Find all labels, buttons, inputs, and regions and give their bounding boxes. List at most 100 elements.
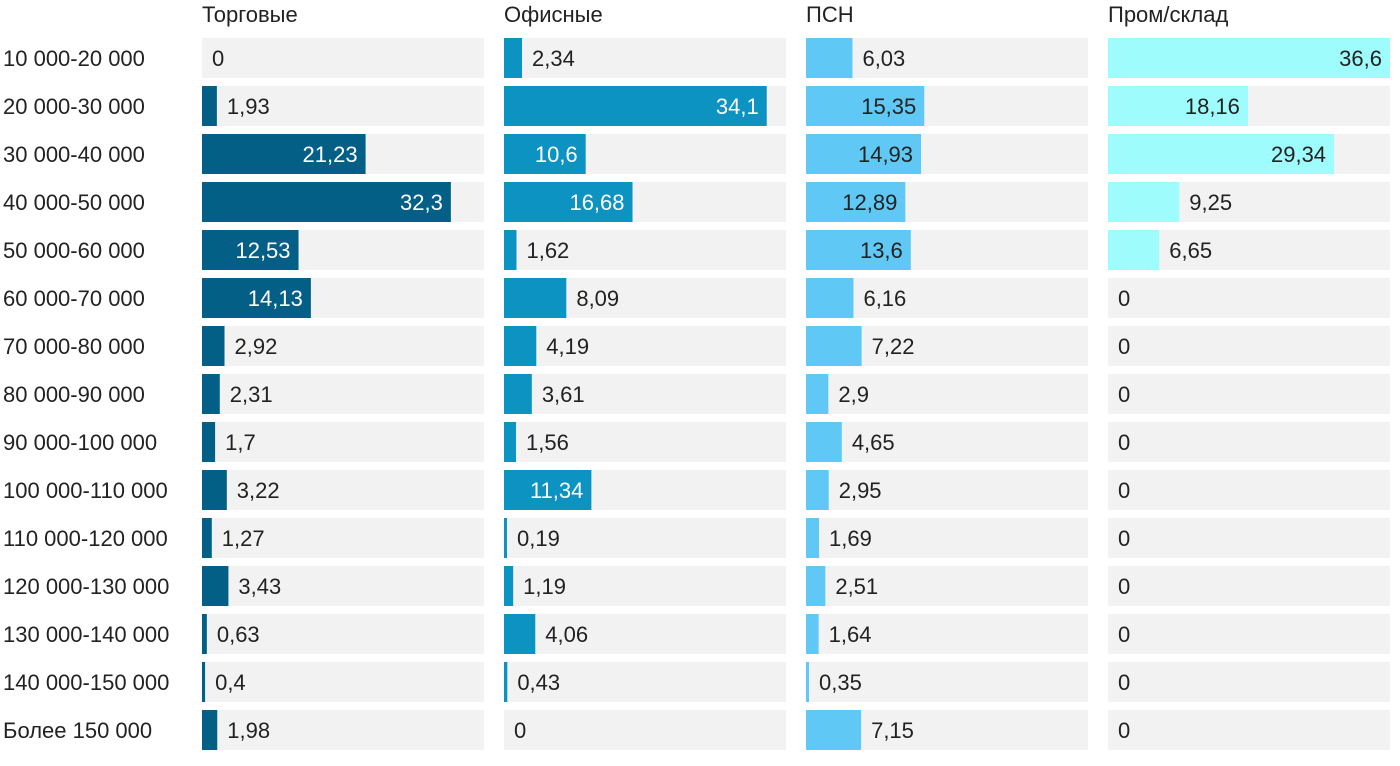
panel-title: Торговые <box>202 2 298 27</box>
data-label: 0,19 <box>517 526 560 551</box>
bar <box>202 614 207 654</box>
data-label: 0 <box>212 46 224 71</box>
category-label: 90 000-100 000 <box>3 430 157 455</box>
data-label: 6,03 <box>862 46 905 71</box>
data-label: 2,92 <box>234 334 277 359</box>
data-label: 21,23 <box>303 142 358 167</box>
data-label: 4,65 <box>852 430 895 455</box>
data-label: 0,63 <box>217 622 260 647</box>
data-label: 7,22 <box>872 334 915 359</box>
bar-track <box>202 326 484 366</box>
bar <box>1108 38 1390 78</box>
bar-track <box>202 470 484 510</box>
data-label: 1,98 <box>227 718 270 743</box>
bar <box>202 134 366 174</box>
bar-track <box>202 662 484 702</box>
bar-track <box>504 518 786 558</box>
category-label: 30 000-40 000 <box>3 142 145 167</box>
data-label: 8,09 <box>576 286 619 311</box>
data-label: 1,62 <box>526 238 569 263</box>
data-label: 2,31 <box>230 382 273 407</box>
bar <box>504 614 536 654</box>
bar <box>504 134 586 174</box>
category-label: 40 000-50 000 <box>3 190 145 215</box>
data-label: 12,53 <box>235 238 290 263</box>
bar-track <box>504 614 786 654</box>
bar <box>1108 134 1335 174</box>
bar <box>202 230 299 270</box>
category-label: Более 150 000 <box>3 718 152 743</box>
data-label: 1,7 <box>225 430 256 455</box>
bar-track <box>1108 422 1390 462</box>
bar-track <box>504 662 786 702</box>
data-label: 12,89 <box>842 190 897 215</box>
bar-track <box>1108 518 1390 558</box>
bar <box>504 38 523 78</box>
panel-title: Пром/склад <box>1108 2 1228 27</box>
data-label: 1,69 <box>829 526 872 551</box>
category-label: 80 000-90 000 <box>3 382 145 407</box>
bar-track <box>1108 710 1390 750</box>
data-label: 0 <box>1118 478 1130 503</box>
category-label: 10 000-20 000 <box>3 46 145 71</box>
bar-track <box>504 38 786 78</box>
data-label: 16,68 <box>569 190 624 215</box>
category-label: 60 000-70 000 <box>3 286 145 311</box>
category-label: 140 000-150 000 <box>3 670 169 695</box>
data-label: 0 <box>1118 718 1130 743</box>
bar-track <box>504 422 786 462</box>
bar-track <box>806 422 1088 462</box>
bar <box>806 134 922 174</box>
bar <box>806 470 829 510</box>
data-label: 1,19 <box>523 574 566 599</box>
data-label: 0 <box>1118 334 1130 359</box>
data-label: 1,64 <box>829 622 872 647</box>
bar-track <box>202 374 484 414</box>
data-label: 0 <box>1118 670 1130 695</box>
data-label: 1,56 <box>526 430 569 455</box>
bar <box>202 422 216 462</box>
data-label: 7,15 <box>871 718 914 743</box>
bar-track <box>1108 326 1390 366</box>
bar-track <box>202 86 484 126</box>
bar-track <box>806 518 1088 558</box>
bar-track <box>504 326 786 366</box>
category-label: 100 000-110 000 <box>3 478 168 503</box>
bar-track <box>806 662 1088 702</box>
category-label: 70 000-80 000 <box>3 334 145 359</box>
bar <box>504 374 532 414</box>
bar-track <box>1108 566 1390 606</box>
bar <box>202 662 206 702</box>
bar-track <box>202 710 484 750</box>
bar <box>806 614 819 654</box>
bar <box>202 86 217 126</box>
data-label: 0,4 <box>215 670 246 695</box>
data-label: 18,16 <box>1185 94 1240 119</box>
bar-track <box>806 614 1088 654</box>
data-label: 1,27 <box>222 526 265 551</box>
bar <box>202 518 212 558</box>
bar <box>504 230 517 270</box>
data-label: 0 <box>1118 430 1130 455</box>
category-label: 20 000-30 000 <box>3 94 145 119</box>
bar-track <box>1108 662 1390 702</box>
data-label: 34,1 <box>716 94 759 119</box>
category-label: 130 000-140 000 <box>3 622 169 647</box>
bar <box>504 470 592 510</box>
data-label: 2,34 <box>532 46 575 71</box>
data-label: 1,93 <box>227 94 270 119</box>
bar <box>1108 182 1180 222</box>
bar-track <box>202 422 484 462</box>
bar <box>202 566 229 606</box>
data-label: 11,34 <box>530 478 583 503</box>
data-label: 6,65 <box>1169 238 1212 263</box>
bar-track <box>806 38 1088 78</box>
bar <box>806 566 826 606</box>
bar <box>806 374 829 414</box>
category-label: 110 000-120 000 <box>3 526 168 551</box>
bar-track <box>202 614 484 654</box>
bar-track <box>806 470 1088 510</box>
data-label: 14,13 <box>248 286 303 311</box>
bar-track <box>1108 470 1390 510</box>
